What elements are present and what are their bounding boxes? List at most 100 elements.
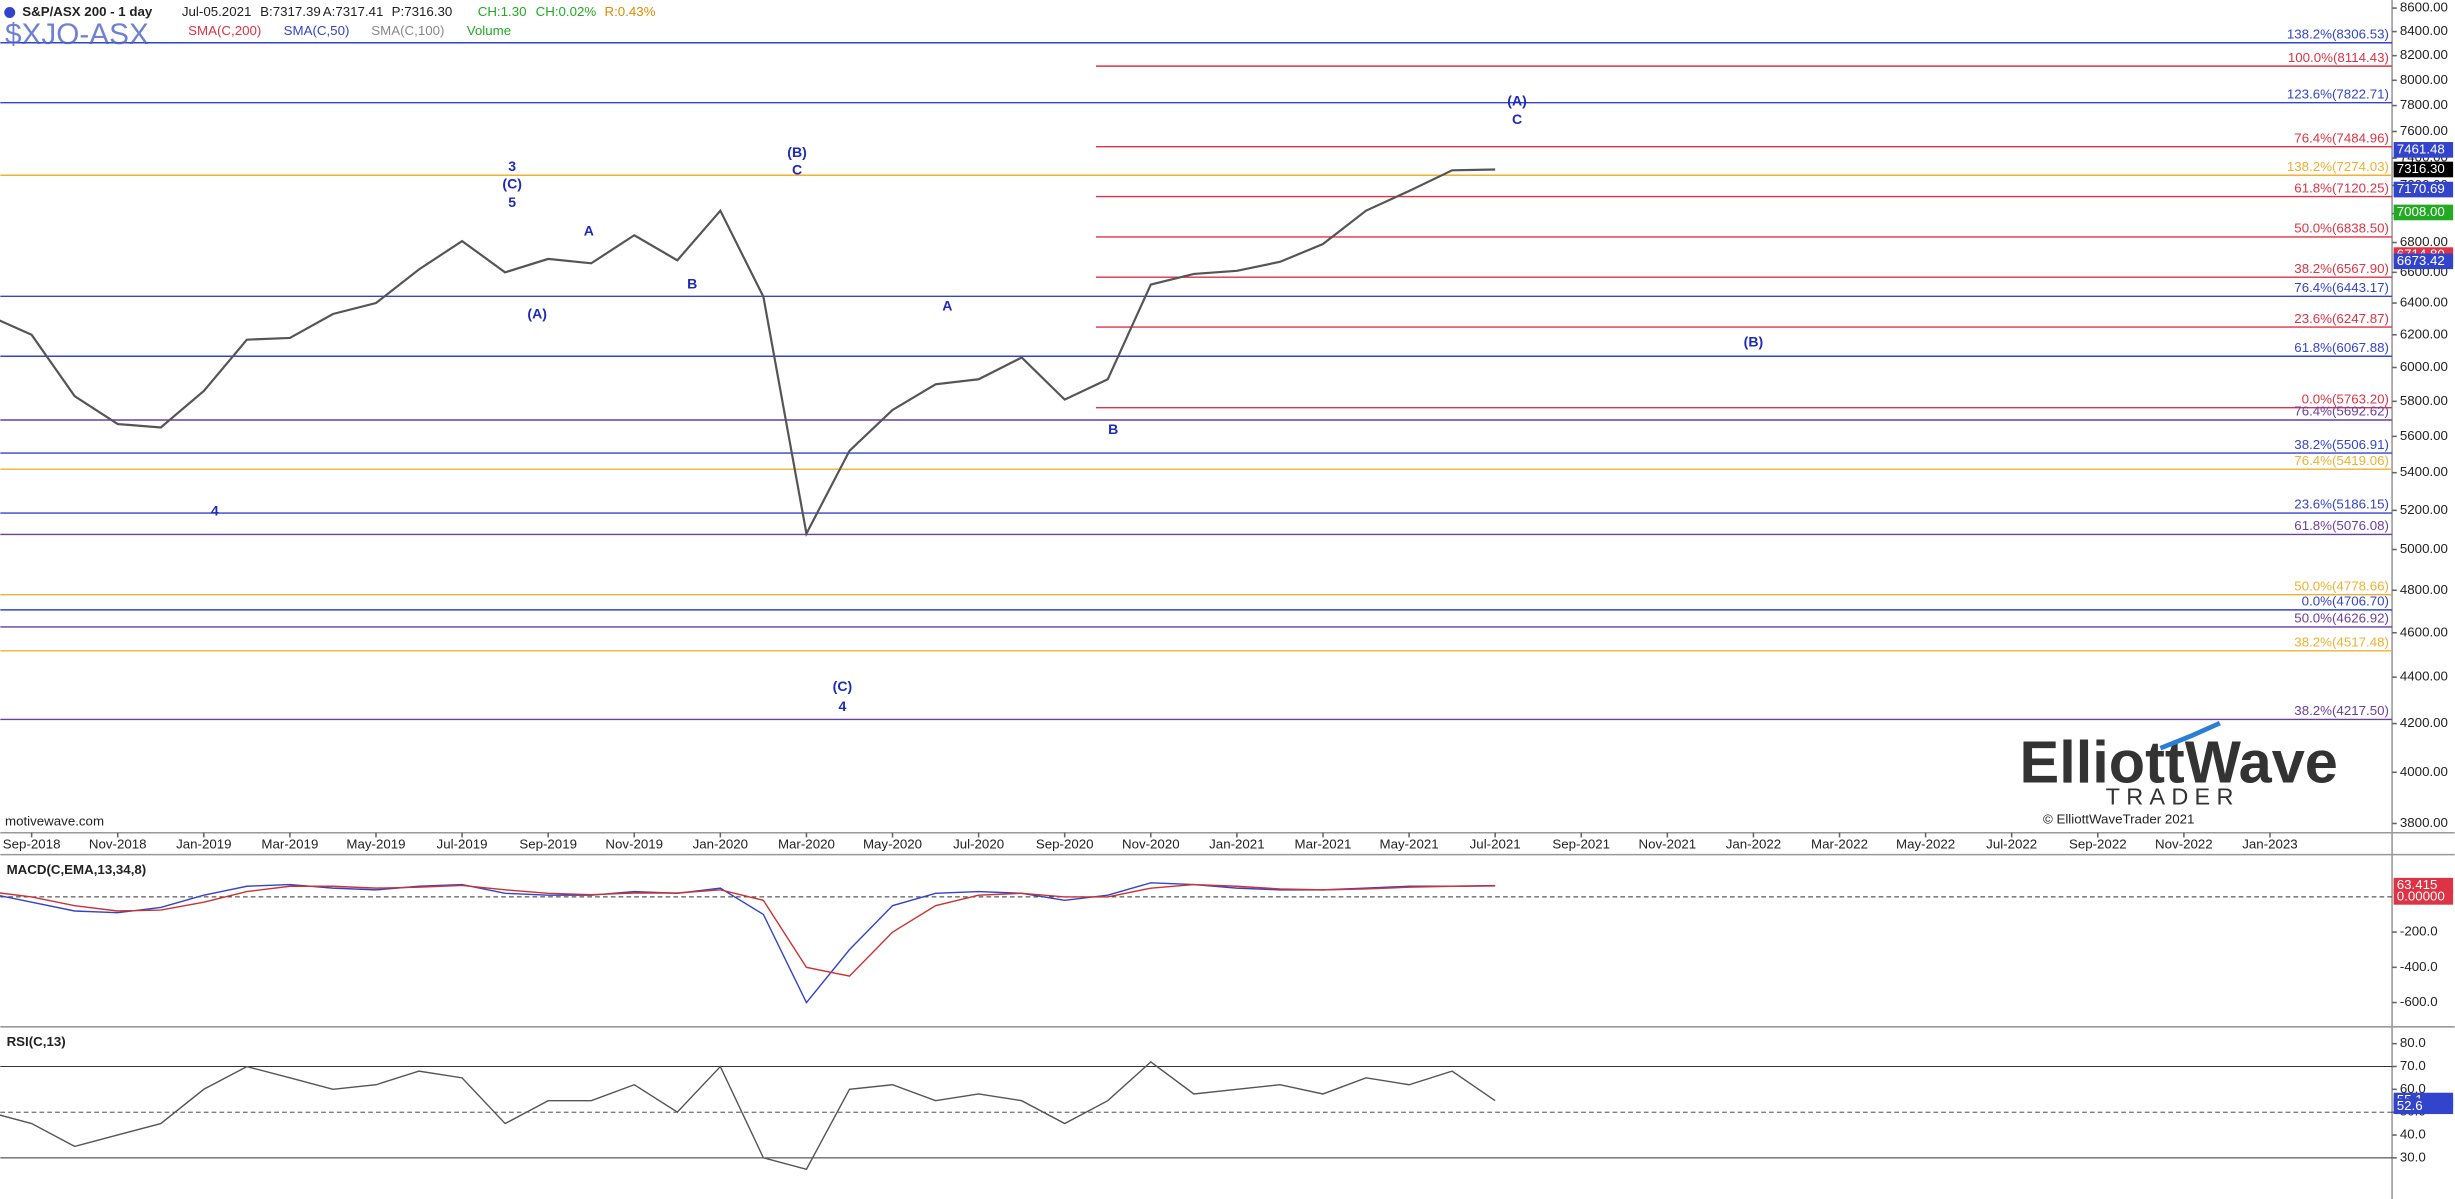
x-tick-label: Mar-2019: [261, 837, 318, 852]
y-tick-label: 80.0: [2400, 1035, 2426, 1050]
wave-label: A: [584, 222, 594, 238]
symbol-icon: [4, 7, 16, 19]
x-tick-label: May-2021: [1380, 837, 1439, 852]
panel-title: MACD(C,EMA,13,34,8): [7, 862, 147, 877]
y-tick-label: 6200.00: [2400, 326, 2448, 341]
wave-label: B: [687, 276, 697, 292]
change-pct: CH:0.02%: [536, 4, 597, 19]
price-tag-label: 7461.48: [2397, 141, 2445, 156]
fib-label: 138.2%(8306.53): [2287, 26, 2389, 41]
y-tick-label: 4600.00: [2400, 624, 2448, 639]
y-tick-label: 4000.00: [2400, 764, 2448, 779]
y-tick-label: 4200.00: [2400, 715, 2448, 730]
x-tick-label: Jan-2020: [693, 837, 748, 852]
series-line: [0, 883, 1496, 977]
y-tick-label: 7600.00: [2400, 123, 2448, 138]
x-tick-label: Nov-2019: [605, 837, 663, 852]
x-tick-label: Mar-2022: [1811, 837, 1868, 852]
bid: B:7317.39: [260, 4, 321, 19]
fib-label: 61.8%(6067.88): [2294, 340, 2389, 355]
y-tick-label: 6000.00: [2400, 359, 2448, 374]
fib-label: 76.4%(5419.06): [2294, 453, 2389, 468]
price-tag: [2393, 204, 2454, 221]
price-tag: [2393, 889, 2454, 905]
fib-label: 0.0%(5763.20): [2302, 391, 2389, 406]
wave-label: (A): [527, 305, 547, 321]
logo-swoosh: [2159, 721, 2221, 751]
copyright: © ElliottWaveTrader 2021: [2043, 812, 2194, 827]
price-tag-label: 6673.42: [2397, 253, 2445, 268]
wave-label: (A): [1507, 92, 1527, 108]
fib-label: 0.0%(4706.70): [2302, 594, 2389, 609]
y-tick-label: 8400.00: [2400, 23, 2448, 38]
x-tick-label: Jul-2019: [437, 837, 488, 852]
y-tick-label: 8000.00: [2400, 72, 2448, 87]
y-tick-label: 5800.00: [2400, 393, 2448, 408]
indicator-label: Volume: [467, 23, 511, 38]
x-tick-label: Mar-2021: [1295, 837, 1352, 852]
y-tick-label: 30.0: [2400, 1149, 2426, 1164]
wave-label: 4: [839, 698, 847, 714]
panel-title: RSI(C,13): [7, 1034, 66, 1049]
wave-label: C: [1512, 111, 1522, 127]
fib-label: 23.6%(5186.15): [2294, 497, 2389, 512]
price-tag-label: 7170.69: [2397, 181, 2445, 196]
price-tag-label: 63.415: [2397, 877, 2438, 892]
x-tick-label: Jul-2020: [953, 837, 1004, 852]
price-tag-label: 7316.30: [2397, 161, 2445, 176]
range: R:0.43%: [605, 4, 656, 19]
wave-label: C: [792, 161, 802, 177]
logo-sub: TRADER: [2106, 783, 2240, 809]
fib-label: 38.2%(5506.91): [2294, 437, 2389, 452]
fib-label: 50.0%(6838.50): [2294, 221, 2389, 236]
fib-label: 100.0%(8114.43): [2288, 50, 2389, 65]
x-tick-label: Sep-2022: [2069, 837, 2127, 852]
y-tick-label: 4800.00: [2400, 582, 2448, 597]
y-tick-label: 8200.00: [2400, 47, 2448, 62]
x-tick-label: Jan-2019: [176, 837, 231, 852]
x-tick-label: Nov-2018: [89, 837, 147, 852]
x-tick-label: Sep-2018: [3, 837, 61, 852]
y-tick-label: 3800.00: [2400, 815, 2448, 830]
wave-label: (B): [1744, 334, 1764, 350]
indicator-label: SMA(C,200): [188, 23, 261, 38]
y-tick-label: 40.0: [2400, 1127, 2426, 1142]
ticker: $XJO-ASX: [5, 18, 149, 51]
x-tick-label: Sep-2019: [519, 837, 577, 852]
y-tick-label: 5000.00: [2400, 541, 2448, 556]
x-tick-label: Jul-2022: [1986, 837, 2037, 852]
fib-label: 38.2%(4517.48): [2294, 635, 2389, 650]
y-tick-label: 7800.00: [2400, 97, 2448, 112]
price-tag: [2393, 1098, 2454, 1115]
x-tick-label: Mar-2020: [778, 837, 835, 852]
y-tick-label: -600.0: [2400, 994, 2438, 1009]
series-line: [0, 168, 1496, 537]
series-line: [0, 882, 1496, 1004]
ask: A:7317.41: [323, 4, 384, 19]
wave-label: (B): [787, 144, 807, 160]
fib-label: 38.2%(4217.50): [2294, 703, 2389, 718]
fib-label: 61.8%(5076.08): [2294, 518, 2389, 533]
fib-label: 50.0%(4778.66): [2294, 578, 2389, 593]
y-tick-label: 8600.00: [2400, 0, 2448, 15]
x-tick-label: Nov-2022: [2155, 837, 2213, 852]
watermark: motivewave.com: [5, 813, 104, 828]
fib-label: 138.2%(7274.03): [2287, 159, 2389, 174]
price-tag-label: 0.00000: [2397, 888, 2445, 903]
y-tick-label: 70.0: [2400, 1058, 2426, 1073]
y-tick-label: 6400.00: [2400, 295, 2448, 310]
y-tick-label: 60.0: [2400, 1081, 2426, 1096]
wave-label: (C): [833, 678, 853, 694]
fib-label: 76.4%(6443.17): [2294, 280, 2389, 295]
x-tick-label: Jan-2023: [2242, 837, 2297, 852]
series-line: [0, 1060, 1496, 1171]
fib-label: 76.4%(5692.62): [2294, 404, 2389, 419]
x-tick-label: Nov-2020: [1122, 837, 1180, 852]
price-tag: [2393, 181, 2454, 198]
x-tick-label: Jan-2022: [1726, 837, 1781, 852]
x-tick-label: May-2020: [863, 837, 922, 852]
change: CH:1.30: [478, 4, 527, 19]
fib-label: 23.6%(6247.87): [2294, 311, 2389, 326]
wave-label: (C): [502, 175, 522, 191]
